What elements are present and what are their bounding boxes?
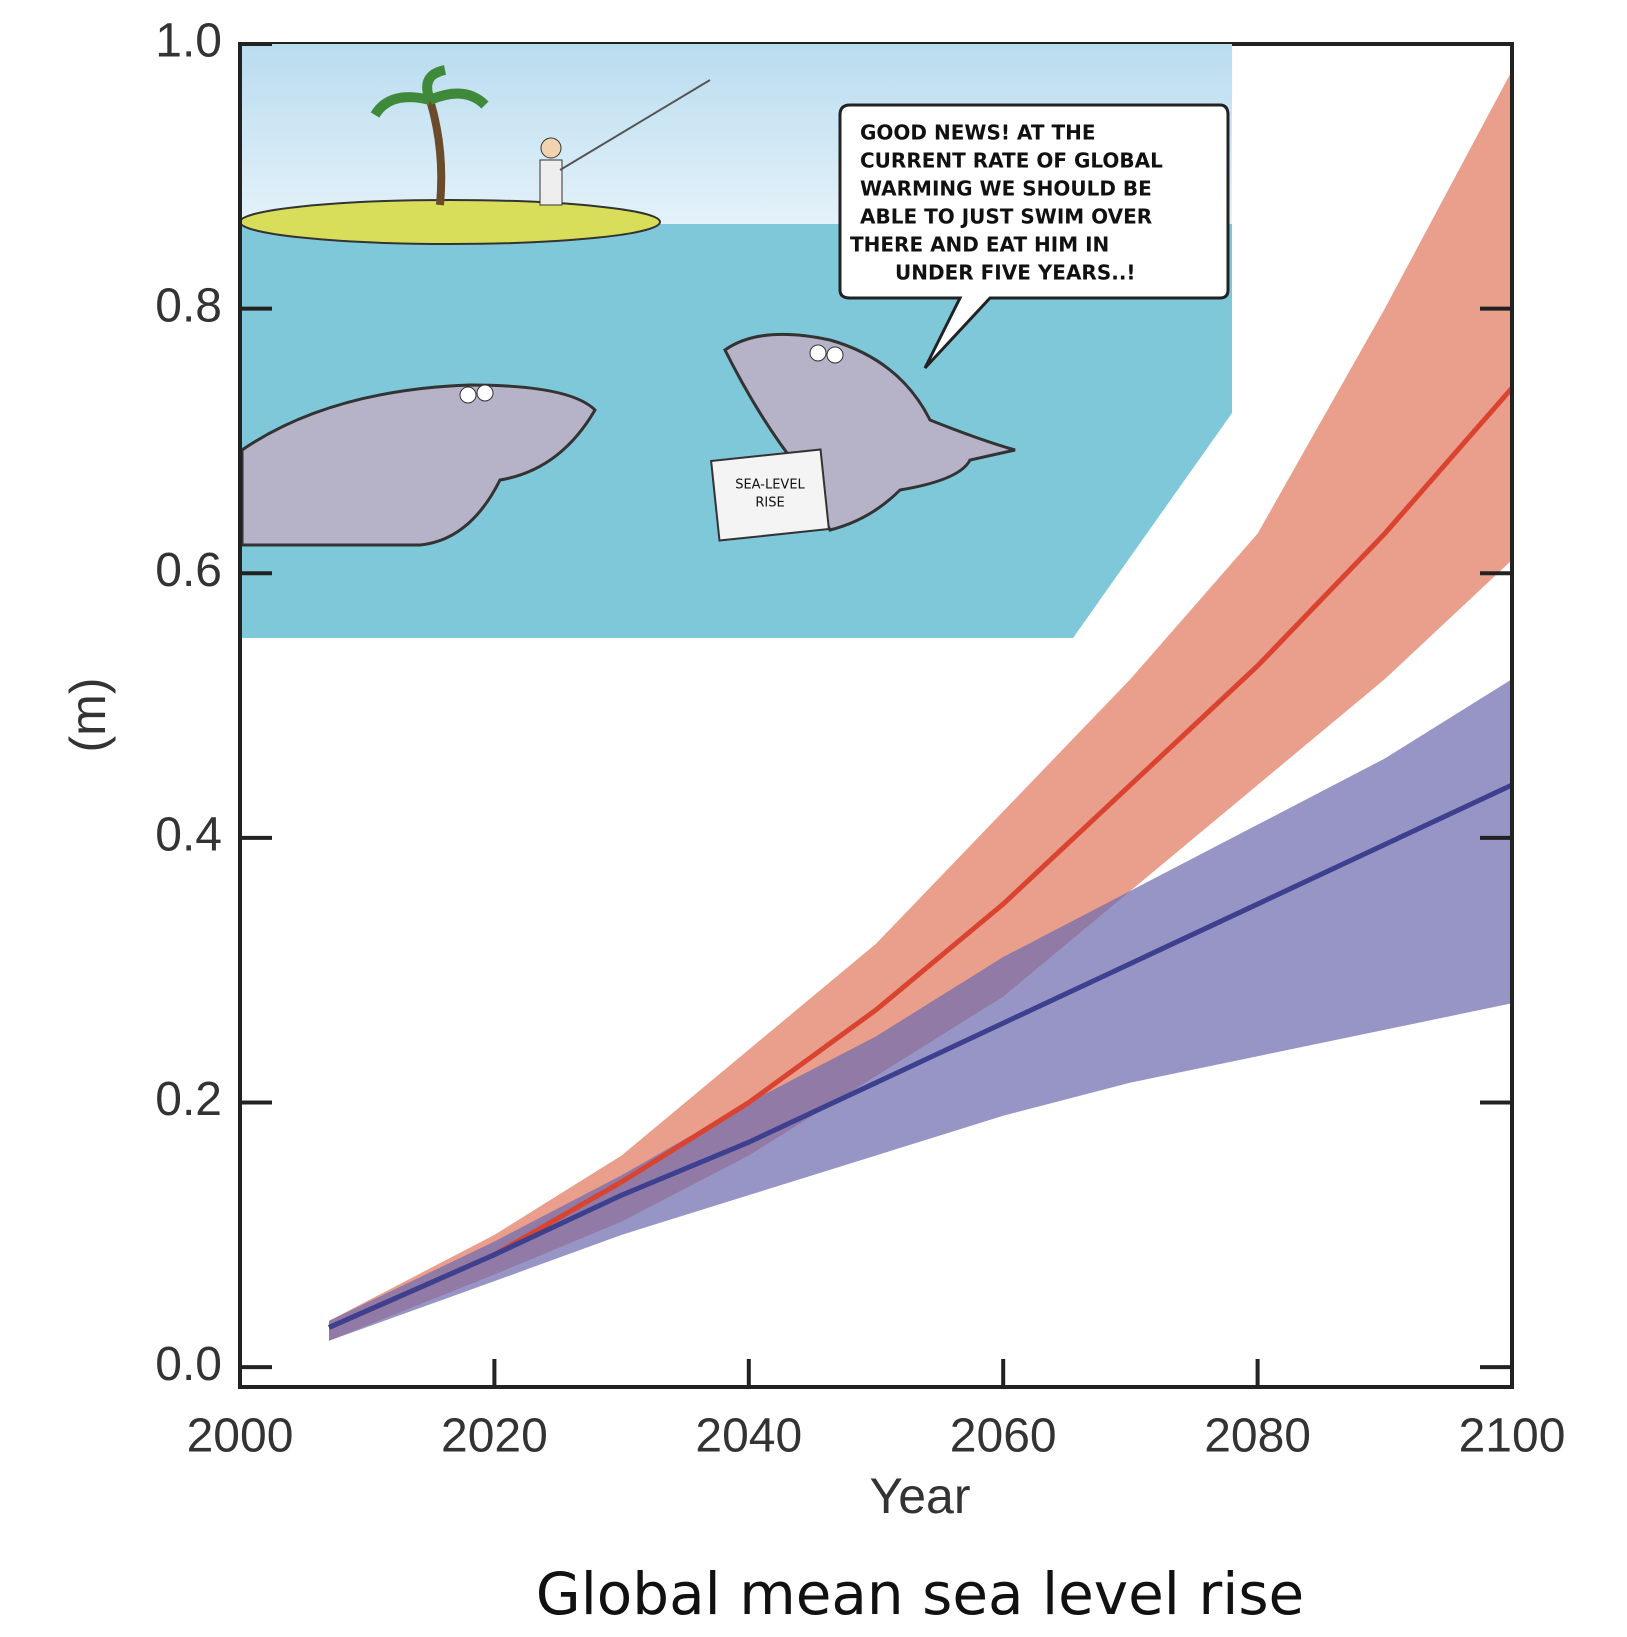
y-tick-label: 0.0 [155, 1338, 222, 1391]
x-tick-label: 2080 [1204, 1410, 1311, 1463]
x-tick-label: 2000 [187, 1410, 294, 1463]
chart: SEA-LEVEL RISE GOOD NEWS! AT THE CURRENT… [0, 0, 1627, 1637]
speech-text: CURRENT RATE OF GLOBAL [860, 149, 1163, 173]
x-axis-title: Year [869, 1468, 970, 1524]
speech-text: ABLE TO JUST SWIM OVER [860, 205, 1152, 229]
island [240, 200, 660, 244]
y-tick-label: 0.4 [155, 809, 222, 862]
x-tick-label: 2100 [1459, 1410, 1566, 1463]
man-head [541, 138, 561, 158]
y-tick-label: 1.0 [155, 15, 222, 68]
y-axis-title: (m) [60, 678, 116, 753]
eye [810, 345, 826, 361]
cartoon: SEA-LEVEL RISE GOOD NEWS! AT THE CURRENT… [240, 44, 1232, 638]
x-tick-label: 2040 [695, 1410, 802, 1463]
chart-title: Global mean sea level rise [536, 1560, 1304, 1628]
speech-text: THERE AND EAT HIM IN [850, 233, 1109, 257]
eye [477, 385, 493, 401]
eye [460, 387, 476, 403]
y-tick-label: 0.2 [155, 1073, 222, 1126]
speech-text: GOOD NEWS! AT THE [860, 121, 1096, 145]
speech-text: WARMING WE SHOULD BE [860, 177, 1152, 201]
eye [827, 347, 843, 363]
y-tick-label: 0.8 [155, 279, 222, 332]
x-tick-label: 2060 [950, 1410, 1057, 1463]
speech-text: UNDER FIVE YEARS..! [895, 261, 1136, 285]
sign-text: RISE [755, 496, 784, 511]
sign-text: SEA-LEVEL [735, 478, 805, 493]
uncertainty-band [329, 679, 1512, 1341]
y-tick-label: 0.6 [155, 544, 222, 597]
x-tick-label: 2020 [441, 1410, 548, 1463]
man [540, 160, 562, 205]
